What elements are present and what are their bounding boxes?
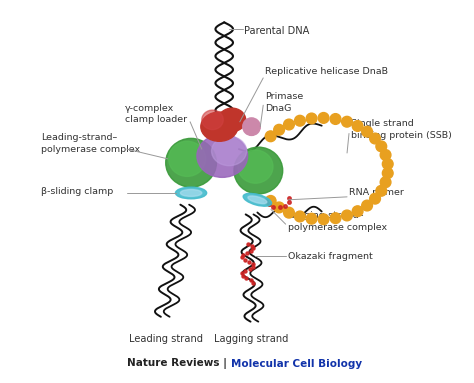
Ellipse shape [197,134,247,177]
Circle shape [342,210,352,221]
Circle shape [294,115,305,126]
Ellipse shape [180,190,202,196]
Ellipse shape [202,110,223,129]
Circle shape [283,207,294,218]
Text: γ-complex
clamp loader: γ-complex clamp loader [125,103,187,124]
Circle shape [330,114,341,124]
Circle shape [352,206,363,216]
Circle shape [283,119,294,130]
Text: Leading-strand–
polymerase complex: Leading-strand– polymerase complex [41,133,140,154]
Ellipse shape [219,108,246,131]
Circle shape [376,185,387,196]
Ellipse shape [201,112,238,141]
Text: Molecular Cell Biology: Molecular Cell Biology [231,358,362,368]
Circle shape [376,141,387,152]
Circle shape [306,213,317,224]
Circle shape [362,200,373,211]
Text: Single strand
binding protein (SSB): Single strand binding protein (SSB) [351,119,452,140]
Text: β-sliding clamp: β-sliding clamp [41,188,113,196]
Circle shape [274,202,284,213]
Text: RNA primer: RNA primer [349,188,404,198]
Text: Nature Reviews |: Nature Reviews | [128,358,231,369]
Circle shape [380,150,391,160]
Ellipse shape [243,193,272,206]
Ellipse shape [234,147,283,194]
Ellipse shape [166,138,217,187]
Text: Replicative helicase DnaB: Replicative helicase DnaB [265,67,388,75]
Text: Lagging-strand–
polymerase complex: Lagging-strand– polymerase complex [288,211,387,232]
Circle shape [342,116,352,127]
Circle shape [274,124,284,135]
Ellipse shape [169,141,206,177]
Circle shape [318,214,329,224]
Text: Okazaki fragment: Okazaki fragment [288,252,373,261]
Text: Lagging strand: Lagging strand [214,334,289,344]
Circle shape [370,133,381,144]
Ellipse shape [175,187,207,199]
Ellipse shape [243,118,260,136]
Ellipse shape [248,196,267,204]
Circle shape [362,126,373,137]
Text: Leading strand: Leading strand [129,334,203,344]
Circle shape [318,113,329,123]
Ellipse shape [211,136,246,166]
Circle shape [380,177,391,188]
Circle shape [294,211,305,222]
Circle shape [265,131,276,142]
Circle shape [352,121,363,131]
Ellipse shape [238,150,273,183]
Circle shape [383,159,393,169]
Circle shape [383,168,393,178]
Circle shape [370,193,381,204]
Text: Primase
DnaG: Primase DnaG [265,92,303,113]
Circle shape [330,213,341,224]
Text: Parental DNA: Parental DNA [244,26,309,36]
Circle shape [265,196,276,206]
Circle shape [306,113,317,124]
